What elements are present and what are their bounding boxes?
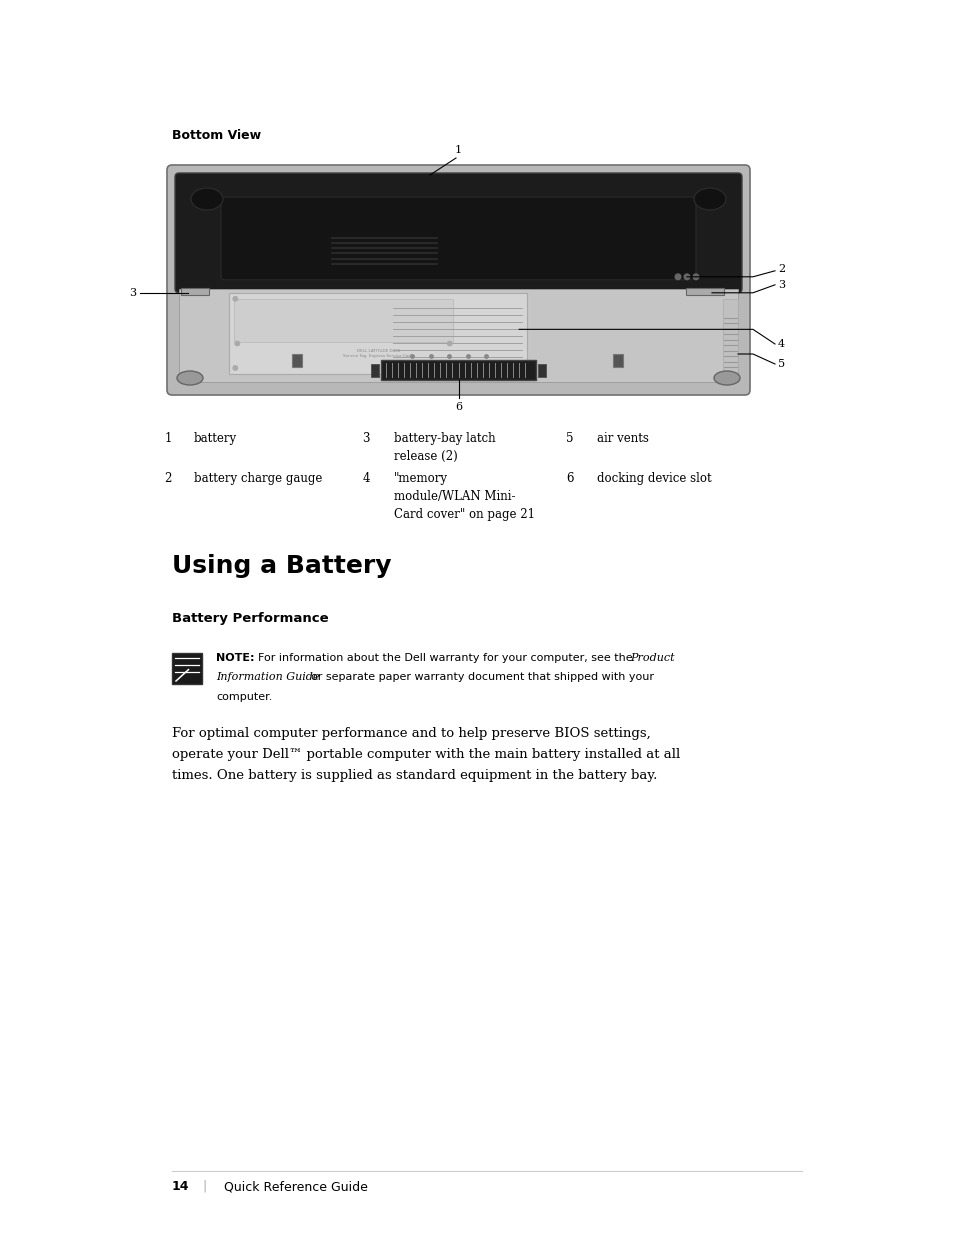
Text: For optimal computer performance and to help preserve BIOS settings,: For optimal computer performance and to … — [172, 726, 650, 740]
Ellipse shape — [713, 370, 740, 385]
Ellipse shape — [191, 188, 223, 210]
Text: 3: 3 — [129, 288, 136, 298]
Text: Bottom View: Bottom View — [172, 128, 261, 142]
Text: 4: 4 — [362, 472, 370, 485]
Bar — [722, 299, 738, 372]
Bar — [229, 293, 527, 374]
Text: or separate paper warranty document that shipped with your: or separate paper warranty document that… — [311, 672, 654, 682]
Bar — [234, 299, 453, 342]
Text: Using a Battery: Using a Battery — [172, 555, 391, 578]
Bar — [371, 364, 378, 377]
Text: docking device slot: docking device slot — [597, 472, 711, 485]
Text: 6: 6 — [566, 472, 574, 485]
Text: 2: 2 — [778, 264, 784, 274]
Circle shape — [683, 274, 689, 279]
Text: 5: 5 — [778, 359, 784, 369]
Circle shape — [233, 296, 237, 301]
Text: 2: 2 — [165, 472, 172, 485]
Text: 4: 4 — [778, 338, 784, 350]
Text: DELL LATITUDE D430
Service Tag  Express Service Code: DELL LATITUDE D430 Service Tag Express S… — [343, 350, 413, 358]
Text: 3: 3 — [778, 280, 784, 290]
Text: 5: 5 — [566, 432, 574, 445]
FancyBboxPatch shape — [167, 165, 749, 395]
Text: For information about the Dell warranty for your computer, see the: For information about the Dell warranty … — [257, 652, 636, 662]
Circle shape — [675, 274, 680, 279]
Text: operate your Dell™ portable computer with the main battery installed at all: operate your Dell™ portable computer wit… — [172, 748, 679, 761]
Text: battery charge gauge: battery charge gauge — [193, 472, 322, 485]
Ellipse shape — [177, 370, 203, 385]
Ellipse shape — [693, 188, 725, 210]
Bar — [612, 354, 622, 367]
Circle shape — [234, 341, 239, 346]
Text: 1: 1 — [454, 144, 461, 156]
Text: computer.: computer. — [215, 692, 273, 701]
Circle shape — [693, 274, 698, 279]
Bar — [292, 354, 302, 367]
Bar — [179, 289, 738, 382]
Text: air vents: air vents — [597, 432, 648, 445]
Text: Information Guide: Information Guide — [215, 672, 319, 682]
FancyBboxPatch shape — [221, 198, 696, 280]
Text: times. One battery is supplied as standard equipment in the battery bay.: times. One battery is supplied as standa… — [172, 769, 657, 783]
Text: 6: 6 — [455, 403, 461, 412]
Text: battery-bay latch
release (2): battery-bay latch release (2) — [394, 432, 496, 463]
Text: 1: 1 — [165, 432, 172, 445]
Bar — [181, 288, 209, 295]
Bar — [537, 364, 545, 377]
Text: |: | — [202, 1179, 206, 1193]
Text: Quick Reference Guide: Quick Reference Guide — [224, 1179, 368, 1193]
Bar — [172, 652, 202, 684]
Text: NOTE:: NOTE: — [215, 652, 254, 662]
Circle shape — [447, 341, 452, 346]
Text: Battery Performance: Battery Performance — [172, 613, 328, 625]
Circle shape — [518, 366, 523, 370]
Text: Product: Product — [629, 652, 674, 662]
Text: battery: battery — [193, 432, 237, 445]
Text: 3: 3 — [362, 432, 370, 445]
Text: 14: 14 — [172, 1179, 190, 1193]
Bar — [380, 359, 536, 380]
Text: "memory
module/WLAN Mini-
Card cover" on page 21: "memory module/WLAN Mini- Card cover" on… — [394, 472, 535, 521]
FancyBboxPatch shape — [174, 173, 741, 293]
Circle shape — [233, 366, 237, 370]
Bar — [685, 288, 723, 295]
